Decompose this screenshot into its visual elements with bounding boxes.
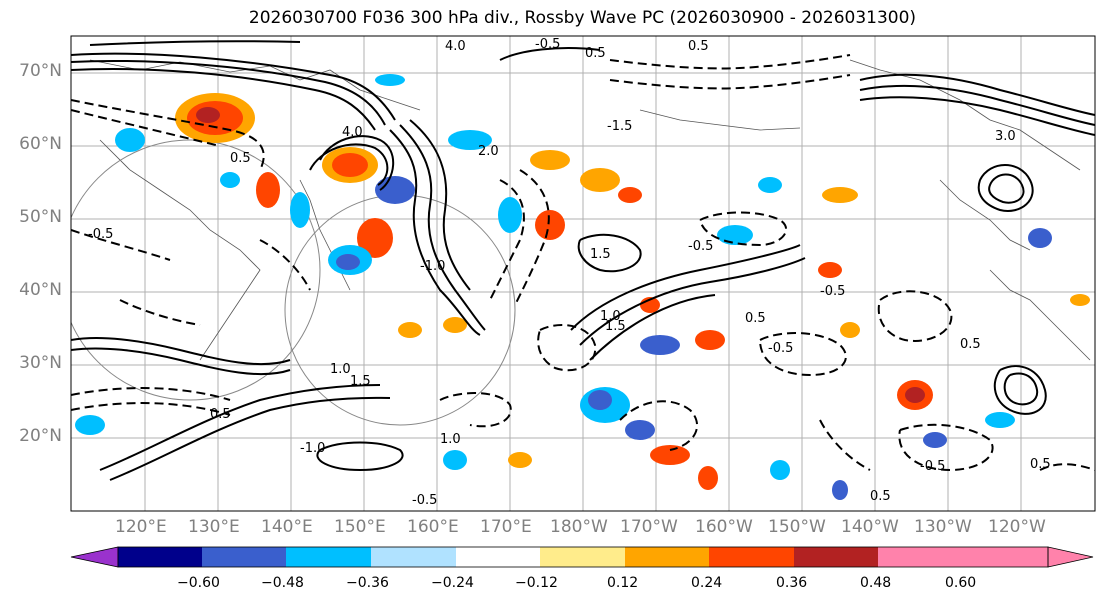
colorbar-bin — [286, 547, 371, 567]
colorbar-tick: −0.48 — [261, 575, 304, 591]
lat-label: 50°N — [19, 207, 62, 227]
colorbar-bin — [794, 547, 878, 567]
contour-label: -1.0 — [420, 259, 445, 274]
colorbar-tick: 0.60 — [945, 575, 977, 591]
colorbar-bin — [118, 547, 202, 567]
contour-label: -0.5 — [88, 227, 113, 242]
lon-label: 130°E — [188, 517, 240, 537]
contour-label: -0.5 — [688, 239, 713, 254]
contour-label: -0.5 — [768, 341, 793, 356]
contour-label: 1.5 — [605, 319, 626, 334]
contour-label: 1.5 — [350, 374, 371, 389]
lon-label: 170°W — [620, 517, 678, 537]
contour-label: 1.0 — [600, 309, 621, 324]
colorbar-tick: −0.36 — [346, 575, 389, 591]
colorbar-tick: −0.24 — [431, 575, 474, 591]
lon-label: 140°W — [841, 517, 899, 537]
lat-label: 70°N — [19, 61, 62, 81]
colorbar-tick: 0.24 — [691, 575, 723, 591]
contour-label: -0.5 — [535, 37, 560, 52]
dashed-contours — [71, 54, 1095, 472]
colorbar-tick: −0.60 — [177, 575, 220, 591]
colorbar-bin — [709, 547, 794, 567]
colorbar — [70, 546, 1094, 568]
contour-label: 1.0 — [440, 432, 461, 447]
contour-label: -0.5 — [920, 459, 945, 474]
map-content: 4.0 -0.5 0.5 0.5 4.0 0.5 -1.5 3.0 -1.0 1… — [71, 36, 1095, 511]
lat-label: 40°N — [19, 280, 62, 300]
contour-label: -0.5 — [412, 493, 437, 508]
context-circles — [71, 139, 516, 426]
colorbar-extension-high — [963, 547, 1093, 567]
contour-labels: 4.0 -0.5 0.5 0.5 4.0 0.5 -1.5 3.0 -1.0 1… — [88, 37, 1051, 508]
colorbar-bin — [202, 547, 286, 567]
lat-label: 60°N — [19, 134, 62, 154]
contour-label: 0.5 — [230, 151, 251, 166]
contour-label: -1.0 — [300, 441, 325, 456]
colorbar-bin — [625, 547, 709, 567]
contour-label: 3.0 — [995, 129, 1016, 144]
lat-label: 20°N — [19, 426, 62, 446]
lon-label: 170°E — [480, 517, 532, 537]
contour-label: 1.0 — [330, 362, 351, 377]
lon-label: 150°W — [768, 517, 826, 537]
lon-label: 150°E — [334, 517, 386, 537]
contour-label: 1.5 — [590, 247, 611, 262]
contour-label: 0.5 — [745, 311, 766, 326]
lon-label: 140°E — [261, 517, 313, 537]
colorbar-bin — [371, 547, 456, 567]
lon-label: 160°W — [695, 517, 753, 537]
colorbar-tick: 0.12 — [607, 575, 639, 591]
lon-label: 120°W — [988, 517, 1046, 537]
colorbar-bin — [878, 547, 963, 567]
colorbar-extension-low — [70, 546, 119, 568]
contour-label: 0.5 — [960, 337, 981, 352]
contour-label: 0.5 — [688, 39, 709, 54]
colorbar-bin — [456, 547, 540, 567]
colorbar-bin — [540, 547, 625, 567]
contour-label: 2.0 — [478, 144, 499, 159]
contour-label: 0.5 — [210, 407, 231, 422]
shading — [75, 74, 1090, 500]
contour-label: 0.5 — [1030, 457, 1051, 472]
contour-label: 4.0 — [342, 125, 363, 140]
colorbar-tick: −0.12 — [515, 575, 558, 591]
map-title: 2026030700 F036 300 hPa div., Rossby Wav… — [248, 8, 917, 28]
contour-label: -1.5 — [607, 119, 632, 134]
solid-contours — [71, 40, 1095, 481]
colorbar-frame-tip — [1047, 546, 1094, 568]
lat-label: 30°N — [19, 353, 62, 373]
contour-label: -0.5 — [820, 284, 845, 299]
lon-label: 120°E — [115, 517, 167, 537]
lon-label: 180°W — [550, 517, 608, 537]
contour-label: 4.0 — [445, 39, 466, 54]
contour-label: 0.5 — [870, 489, 891, 504]
map-frame — [70, 35, 1096, 512]
lon-label: 130°W — [914, 517, 972, 537]
lon-label: 160°E — [407, 517, 459, 537]
contour-label: 0.5 — [585, 46, 606, 61]
colorbar-tick: 0.48 — [860, 575, 892, 591]
colorbar-tick: 0.36 — [776, 575, 808, 591]
